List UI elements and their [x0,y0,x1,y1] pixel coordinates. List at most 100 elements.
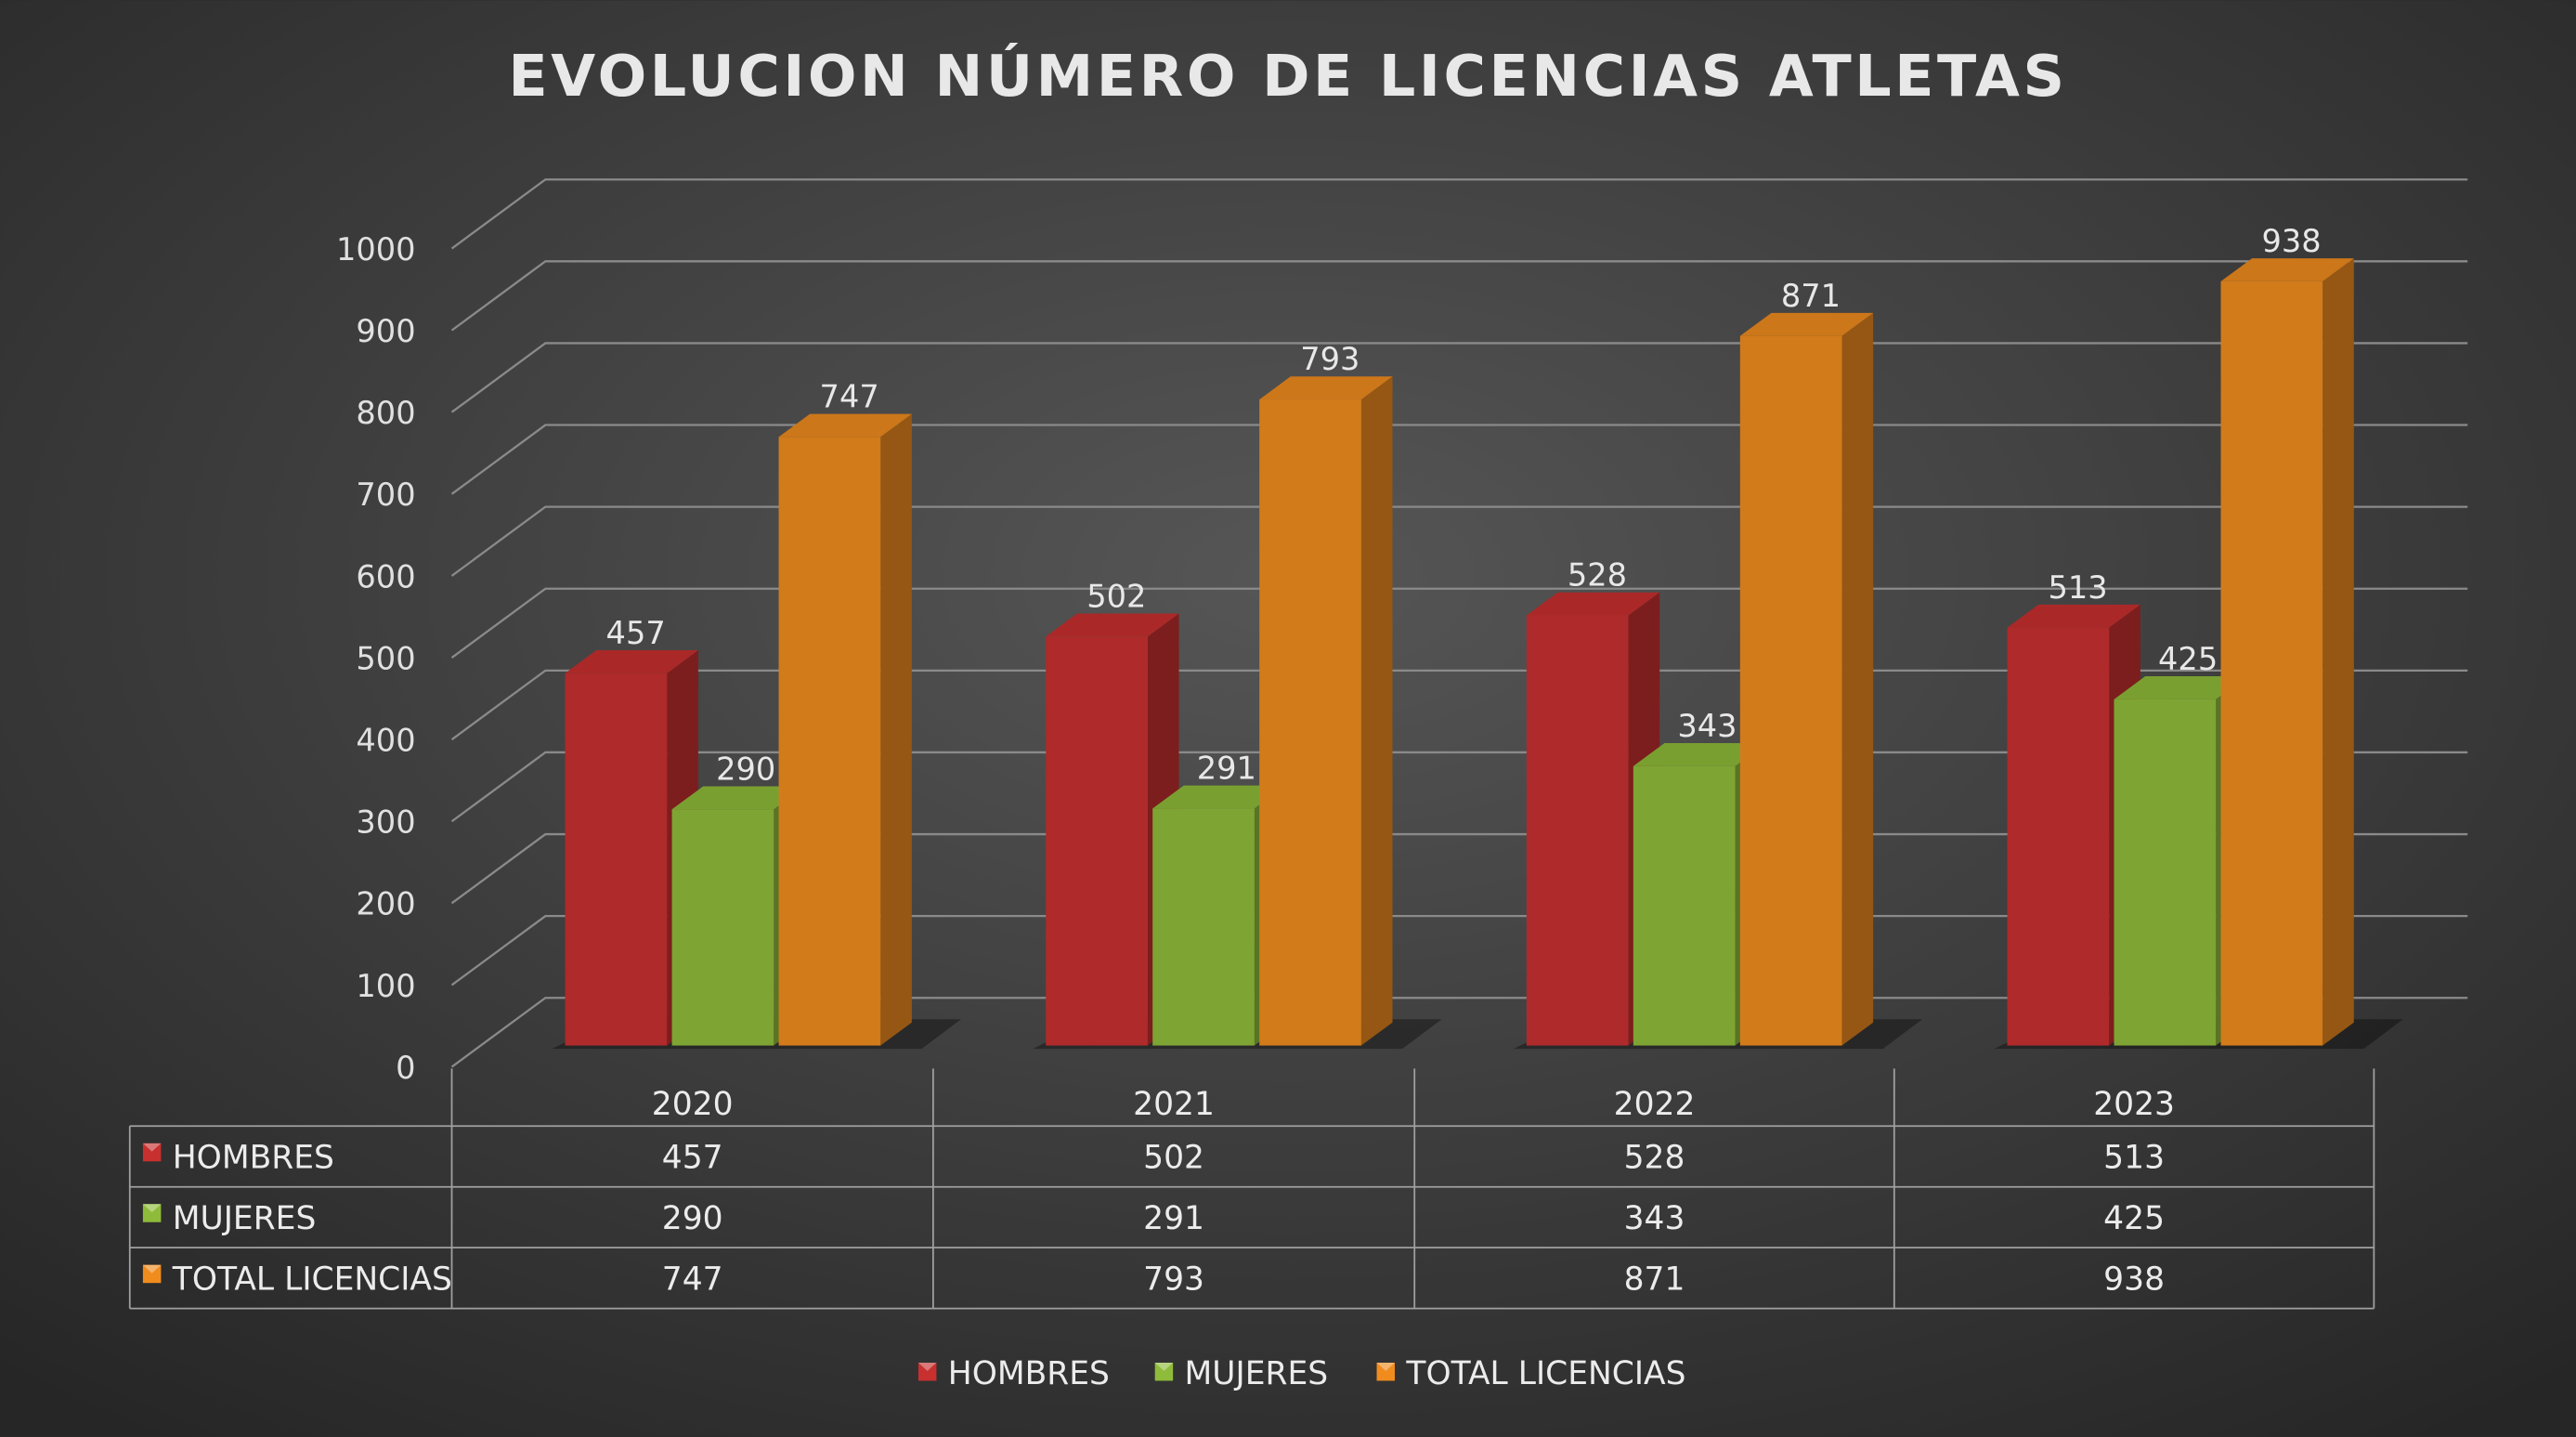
table-cell: 513 [2103,1139,2165,1176]
legend-item: HOMBRES [917,1355,1110,1392]
data-label: 502 [1086,578,1146,614]
bar-front-shade [565,673,668,1046]
bar-mujeres-2023 [2114,676,2247,1046]
table-row-label: MUJERES [173,1200,317,1237]
y-tick-label: 600 [356,558,415,594]
y-tick-label: 400 [356,723,415,759]
legend-key-icon [917,1363,937,1381]
data-label: 793 [1300,341,1360,377]
bar-front-shade [1526,615,1629,1046]
bar-front-shade [671,809,774,1046]
legend-key-icon [142,1264,162,1284]
bar-total-licencias-2021 [1259,376,1393,1046]
bar-top [1526,592,1660,616]
bar-top [1152,785,1286,809]
table-cell: 793 [1143,1261,1204,1298]
data-label: 457 [606,615,666,651]
bar-top [1633,742,1767,766]
bar-hombres-2020 [565,649,698,1046]
gridline [450,178,2468,250]
x-tick-label: 2022 [1614,1086,1696,1123]
x-tick-label: 2021 [1133,1086,1215,1123]
bar-hombres-2022 [1526,592,1660,1046]
bar-mujeres-2022 [1633,742,1767,1046]
bar-front-shade [2007,627,2110,1046]
x-tick-label: 2020 [652,1086,734,1123]
bar-front-shade [2220,281,2323,1046]
bar-total-licencias-2023 [2220,258,2354,1046]
legend: HOMBRES MUJERES TOTAL LICENCIAS [917,1355,1686,1392]
legend-key-icon [142,1143,162,1162]
bar-top [2220,258,2354,281]
x-tick-label: 2023 [2093,1086,2175,1123]
bar-top [565,649,698,673]
y-tick-label: 900 [356,313,415,349]
chart-title: EVOLUCION NÚMERO DE LICENCIAS ATLETAS [508,42,2067,110]
data-label: 528 [1568,557,1627,594]
bar-side [1841,312,1874,1046]
bar-front-shade [2114,699,2217,1046]
bar-front-shade [1739,335,1842,1046]
table-row: TOTAL LICENCIAS 747 793 871 938 [142,1261,2165,1298]
legend-label: MUJERES [1185,1355,1329,1392]
table-cell: 425 [2103,1200,2165,1237]
table-row-label: TOTAL LICENCIAS [172,1261,452,1298]
legend-key-icon [142,1204,162,1222]
y-tick-label: 300 [356,804,415,841]
table-cell: 502 [1143,1139,1204,1176]
table-row-label: HOMBRES [173,1139,334,1176]
bar-front-shade [778,437,881,1046]
legend-label: TOTAL LICENCIAS [1405,1355,1685,1392]
table-row: MUJERES 290 291 343 425 [142,1200,2165,1237]
bar-hombres-2021 [1046,613,1179,1046]
legend-key-icon [1376,1363,1395,1381]
bar-side [880,413,912,1046]
gridline [450,260,2468,332]
bar-top [778,413,912,438]
table-cell: 747 [662,1261,723,1298]
table-cell: 291 [1143,1200,1204,1237]
gridlines [450,178,2468,1068]
legend-item: TOTAL LICENCIAS [1376,1355,1686,1392]
bar-front-shade [1259,399,1361,1046]
table-cell: 871 [1624,1261,1685,1298]
bar-top [2114,676,2247,699]
bar-top [1046,613,1179,637]
data-label: 747 [820,379,879,415]
bar-side [1360,376,1393,1046]
bar-front-shade [1046,636,1148,1046]
data-table: 2020 2021 2022 2023 HOMBRES 457 502 528 513 MUJER… [128,1068,2375,1310]
bar-top [671,786,805,810]
table-cell: 343 [1624,1200,1685,1237]
data-label: 425 [2158,641,2218,677]
bar-total-licencias-2022 [1739,312,1874,1046]
data-label: 938 [2262,223,2322,259]
data-label: 343 [1677,708,1737,744]
bar-top [1259,376,1393,400]
y-tick-label: 500 [356,640,415,676]
legend-key-icon [1154,1363,1174,1381]
y-tick-label: 1000 [336,231,416,268]
bar-front-shade [1633,765,1736,1046]
y-tick-label: 200 [356,886,415,922]
bars: 457 290 747 502 291 793 528 343 871 513 425 938 [552,223,2403,1050]
table-cell: 290 [662,1200,723,1237]
y-tick-label: 700 [356,477,415,513]
bar-top [2007,604,2140,628]
bar-top [1739,312,1874,336]
y-tick-label: 800 [356,395,415,431]
data-label: 291 [1197,750,1256,786]
legend-item: MUJERES [1154,1355,1329,1392]
table-cell: 457 [662,1139,723,1176]
y-tick-label: 0 [396,1050,415,1086]
y-tick-label: 100 [356,968,415,1004]
bar-total-licencias-2020 [778,413,912,1046]
y-axis: 0 100 200 300 400 500 600 700 800 900 1000 [336,231,416,1086]
data-label: 871 [1781,278,1841,314]
table-row: HOMBRES 457 502 528 513 [142,1139,2165,1176]
legend-label: HOMBRES [948,1355,1110,1392]
table-cell: 528 [1624,1139,1685,1176]
bar-front-shade [1152,808,1255,1046]
table-cell: 938 [2103,1261,2165,1298]
bar-side [2322,258,2354,1046]
